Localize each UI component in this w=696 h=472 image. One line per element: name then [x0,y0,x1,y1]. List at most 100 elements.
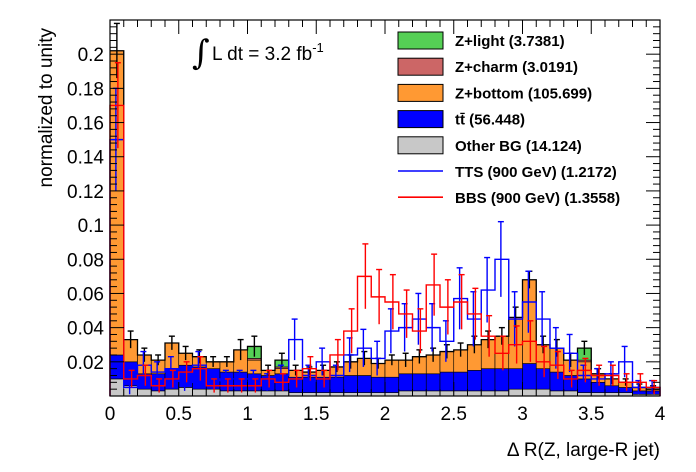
legend-swatch-2 [397,83,444,102]
stack-bar-0-26 [467,390,482,397]
stack-bar-1-3 [150,373,166,392]
luminosity-value: L dt = 3.2 fb [212,44,312,65]
luminosity-superscript: -1 [312,40,324,55]
stack-bar-1-16 [329,376,345,393]
x-tick-label-7: 3.5 [578,404,604,425]
stack-bar-2-12 [274,368,290,375]
stack-bar-1-11 [260,375,276,392]
legend-label-4: Other BG (14.124) [455,138,582,155]
stack-total-line [110,50,660,390]
stack-bar-1-20 [384,376,400,393]
y-tick-label-3: 0.08 [67,250,104,271]
integral-sign: ∫ [192,33,210,73]
signal-line-0 [109,138,661,396]
legend-swatch-1 [397,57,444,76]
stack-bar-1-31 [535,368,551,390]
stack-bar-0-22 [412,390,427,397]
stack-bar-0-29 [508,388,523,397]
stack-bar-0-2 [137,388,152,397]
y-tick-label-8: 0.18 [67,79,104,100]
stack-bar-0-11 [260,390,276,397]
x-tick-label-4: 2 [380,404,391,425]
y-tick-label-1: 0.04 [67,319,104,340]
stack-bar-0-27 [480,390,496,397]
x-tick-label-6: 3 [517,404,528,425]
luminosity-annotation: ∫ L dt = 3.2 fb-1 [192,33,324,73]
stack-bar-0-9 [233,390,248,397]
stack-bar-1-5 [178,364,193,388]
stack-bar-1-24 [439,371,455,392]
stack-total-outline [110,50,660,390]
stack-bar-1-27 [480,368,496,392]
stack-bar-0-4 [164,388,180,397]
stack-bar-2-30 [522,279,537,364]
stack-bar-1-17 [343,375,358,393]
stack-bar-1-29 [508,368,523,390]
legend-swatch-0 [397,31,444,50]
stack-bar-1-25 [453,371,468,392]
stack-bar-1-8 [219,371,235,392]
stack-bar-1-14 [302,376,317,393]
stack-bar-1-35 [590,382,606,393]
stack-bar-1-32 [549,371,565,392]
stack-bar-1-21 [398,373,413,392]
x-tick-label-2: 1 [242,404,253,425]
stack-bar-0-6 [192,388,207,397]
stack-bar-1-26 [467,370,482,392]
y-tick-label-0: 0.02 [67,353,104,374]
stack-bar-1-9 [233,371,248,392]
stack-bar-1-18 [357,375,372,393]
stack-bar-1-10 [247,373,262,392]
stack-bar-1-6 [192,366,207,390]
stack-bar-0-25 [453,390,468,397]
x-axis-ticks: 0 0.5 1 1.5 2 2.5 3 3.5 4 [105,20,666,425]
stack-bar-1-34 [577,378,592,393]
stack-bar-0-33 [563,390,578,397]
stack-bar-0-31 [535,388,551,397]
y-tick-label-7: 0.16 [67,114,104,135]
legend-label-5: TTS (900 GeV) (1.2172) [455,164,617,181]
legend-label-6: BBS (900 GeV) (1.3558) [455,190,620,207]
stack-bar-1-38 [632,390,647,395]
stack-bar-0-7 [205,388,221,397]
y-tick-label-9: 0.2 [78,45,104,66]
stack-bar-1-33 [563,375,578,392]
stack-bar-0-23 [425,390,441,397]
stack-bar-1-1 [123,361,138,387]
y-axis-ticks: 0.02 0.04 0.06 0.08 0.1 0.12 0.14 0.16 0.18 0.2 [67,26,660,390]
legend-label-0: Z+light (3.7381) [455,33,565,50]
stack-bar-1-22 [412,373,427,392]
y-tick-label-5: 0.12 [67,182,104,203]
stack-bar-2-0 [109,50,125,356]
stack-bar-1-30 [522,363,537,390]
y-tick-label-6: 0.14 [67,148,104,169]
x-axis-title: Δ R(Z, large-R jet) [507,440,660,461]
stack-bar-0-0 [109,378,125,397]
legend-label-3: tt̄ (56.448) [455,111,525,128]
legend-swatch-3 [397,110,444,129]
stack-bar-2-10 [247,359,262,375]
legend: Z+light (3.7381) Z+charm (3.0191) Z+bottom… [397,31,620,207]
stack-bar-1-36 [604,385,620,393]
y-tick-label-4: 0.1 [78,216,104,237]
legend-label-2: Z+bottom (105.699) [455,85,592,102]
luminosity-text: L dt = 3.2 fb-1 [212,40,324,65]
signal-line-1 [109,104,661,396]
signal-histograms [109,62,661,396]
y-tick-label-2: 0.06 [67,284,104,305]
stack-bar-0-3 [150,390,166,397]
legend-swatch-4 [397,136,444,155]
stack-bar-1-23 [425,373,441,392]
x-tick-label-8: 4 [655,404,666,425]
y-axis-title: normalized to unity [36,28,57,188]
x-tick-label-5: 2.5 [441,404,467,425]
legend-label-1: Z+charm (3.0191) [455,59,578,76]
stack-bar-0-24 [439,390,455,397]
x-tick-label-1: 0.5 [166,404,192,425]
stack-bar-0-10 [247,390,262,397]
x-tick-label-3: 1.5 [303,404,329,425]
stack-bar-0-12 [274,390,290,397]
stack-bar-1-19 [370,376,386,393]
stack-bar-0-28 [494,390,510,397]
